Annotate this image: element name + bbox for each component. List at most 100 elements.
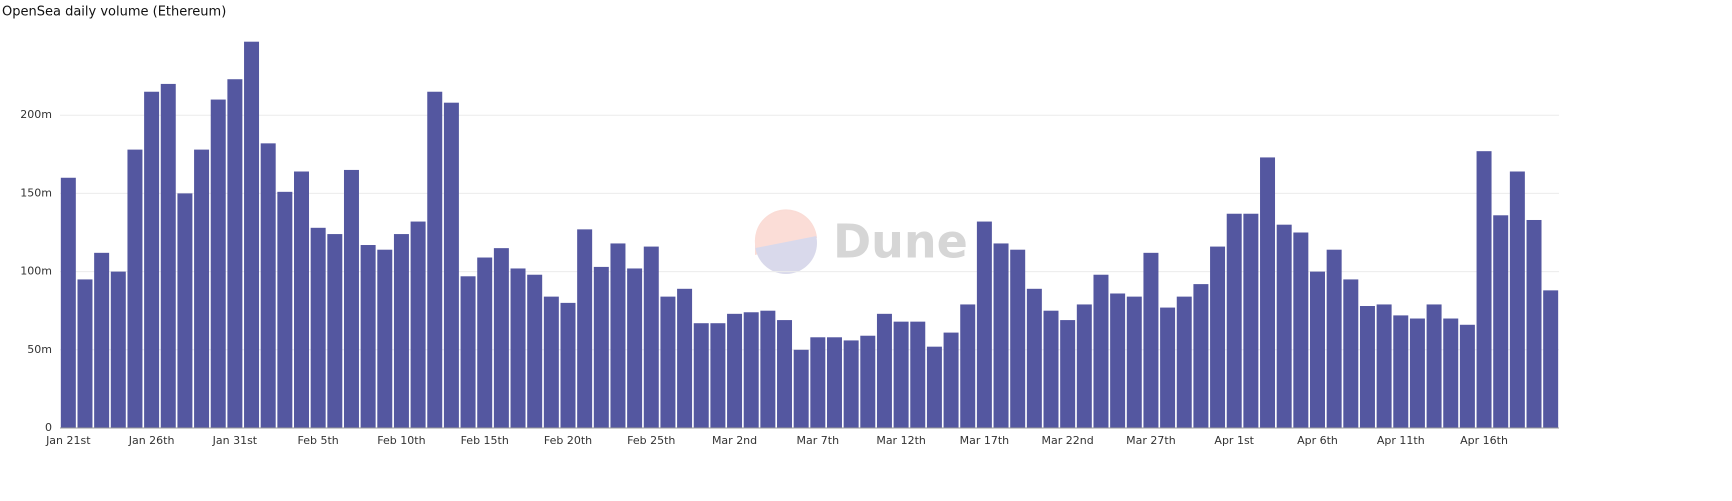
bar: [710, 323, 726, 428]
x-tick-label: Feb 25th: [627, 434, 675, 447]
bar: [643, 246, 659, 428]
bar: [677, 288, 693, 428]
x-tick-label: Feb 20th: [544, 434, 592, 447]
bar: [593, 266, 609, 428]
bar: [1160, 307, 1176, 428]
x-tick-label: Apr 16th: [1460, 434, 1508, 447]
bar: [1176, 296, 1192, 428]
bar: [1326, 249, 1342, 428]
bar: [1126, 296, 1142, 428]
bar: [577, 229, 593, 428]
bar: [1276, 224, 1292, 428]
bar: [1026, 288, 1042, 428]
bar: [826, 337, 842, 428]
bar: [860, 335, 876, 428]
x-tick-label: Mar 22nd: [1042, 434, 1094, 447]
bar: [876, 313, 892, 428]
bar: [993, 243, 1009, 428]
bar: [1493, 215, 1509, 428]
bar: [1459, 324, 1475, 428]
bar: [427, 91, 443, 429]
x-tick-label: Apr 6th: [1297, 434, 1338, 447]
bar: [1010, 249, 1026, 428]
bar: [843, 340, 859, 428]
bar: [1309, 271, 1325, 428]
bar: [60, 177, 76, 428]
x-tick-label: Apr 1st: [1214, 434, 1254, 447]
bar: [310, 227, 326, 428]
x-tick-label: Jan 31st: [212, 434, 258, 447]
bar: [1210, 246, 1226, 428]
bar: [527, 274, 543, 428]
bar: [1093, 274, 1109, 428]
bar: [1343, 279, 1359, 428]
bar: [194, 149, 210, 428]
bar: [727, 313, 743, 428]
bar: [1409, 318, 1425, 428]
x-tick-label: Mar 2nd: [712, 434, 757, 447]
bar: [110, 271, 126, 428]
y-tick-label: 0: [45, 421, 52, 434]
bar: [960, 304, 976, 428]
bar: [760, 310, 776, 428]
bar: [177, 193, 193, 428]
x-tick-label: Feb 10th: [377, 434, 425, 447]
bar: [1376, 304, 1392, 428]
bar: [660, 296, 676, 428]
bar: [543, 296, 559, 428]
bar: [460, 276, 476, 428]
bar: [926, 346, 942, 428]
bar: [893, 321, 909, 428]
bar: [160, 83, 176, 429]
bar: [693, 323, 709, 428]
bar: [343, 169, 359, 428]
bar: [1076, 304, 1092, 428]
watermark: Dune: [754, 209, 968, 274]
y-tick-label: 50m: [27, 343, 52, 356]
bar: [777, 320, 793, 428]
bar: [244, 41, 260, 428]
bar: [477, 257, 493, 428]
bar: [627, 268, 643, 428]
bar: [743, 312, 759, 428]
bar: [260, 143, 276, 429]
bar: [910, 321, 926, 428]
bar: [976, 221, 992, 428]
bar: [393, 234, 409, 428]
watermark-logo: [754, 210, 817, 248]
bar: [294, 171, 310, 428]
y-tick-label: 200m: [20, 108, 52, 121]
bar: [1260, 157, 1276, 429]
x-tick-label: Jan 26th: [128, 434, 175, 447]
x-tick-label: Mar 27th: [1126, 434, 1176, 447]
y-tick-label: 150m: [20, 186, 52, 199]
x-tick-label: Mar 17th: [960, 434, 1010, 447]
bar: [510, 268, 526, 428]
bar: [94, 252, 110, 428]
bar: [810, 337, 826, 428]
bar: [1193, 284, 1209, 428]
x-tick-label: Apr 11th: [1377, 434, 1425, 447]
bar: [210, 99, 226, 428]
bar: [1143, 252, 1159, 428]
bar: [1226, 213, 1242, 428]
bar: [943, 332, 959, 428]
y-tick-label: 100m: [20, 265, 52, 278]
x-tick-label: Feb 15th: [461, 434, 509, 447]
bar: [1243, 213, 1259, 428]
bar: [77, 279, 93, 428]
bar: [793, 349, 809, 428]
bar: [1060, 320, 1076, 428]
x-tick-label: Jan 21st: [45, 434, 91, 447]
bar: [144, 91, 160, 429]
bar: [360, 245, 376, 428]
bar: [610, 243, 626, 428]
bar: [1509, 171, 1525, 428]
bar: [493, 248, 509, 428]
bar: [377, 249, 393, 428]
bar: [127, 149, 143, 428]
bar: [1359, 306, 1375, 428]
bar: [1543, 290, 1559, 428]
